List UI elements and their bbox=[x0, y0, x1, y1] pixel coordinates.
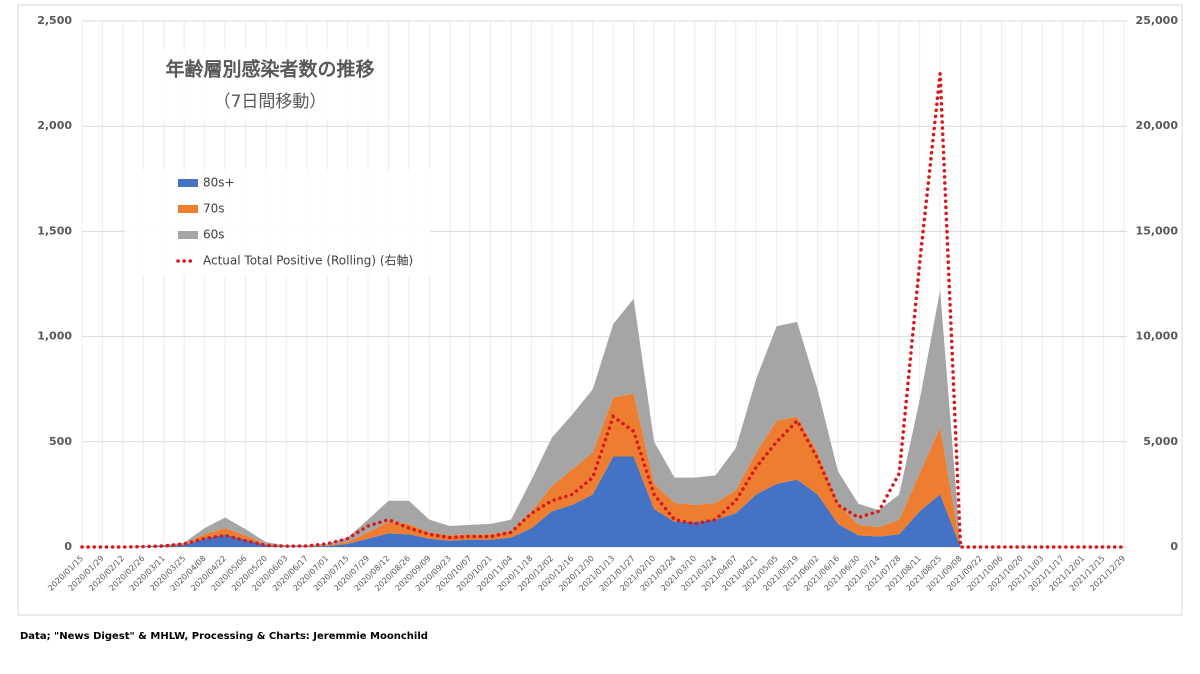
y-tick-label: 1,000 bbox=[37, 330, 72, 343]
legend-label: Actual Total Positive (Rolling) (右軸) bbox=[203, 253, 413, 268]
legend-swatch bbox=[178, 231, 198, 239]
area bbox=[82, 290, 1124, 547]
legend-box bbox=[125, 170, 430, 275]
legend-label: 60s bbox=[203, 228, 225, 242]
y-tick-label: 2,000 bbox=[37, 119, 72, 132]
y-tick-label: 2,500 bbox=[37, 14, 72, 27]
line bbox=[80, 73, 1126, 549]
y2-tick-label: 25,000 bbox=[1136, 14, 1179, 27]
chart-title: 年齢層別感染者数の推移 bbox=[165, 58, 374, 81]
y2-tick-label: 10,000 bbox=[1136, 330, 1179, 343]
y-tick-label: 1,500 bbox=[37, 224, 72, 237]
chart-subtitle: （7日間移動） bbox=[214, 92, 327, 112]
legend-label: 80s+ bbox=[203, 176, 235, 190]
y2-tick-label: 0 bbox=[1170, 540, 1178, 553]
area bbox=[82, 393, 1124, 547]
y-tick-label: 500 bbox=[49, 435, 72, 448]
legend-swatch bbox=[178, 179, 198, 187]
area bbox=[82, 456, 1124, 547]
y2-tick-label: 20,000 bbox=[1136, 119, 1179, 132]
source-note: Data; "News Digest" & MHLW, Processing &… bbox=[20, 631, 428, 642]
title-box bbox=[155, 50, 385, 120]
y2-tick-label: 5,000 bbox=[1143, 435, 1178, 448]
y-tick-label: 0 bbox=[64, 540, 72, 553]
legend-swatch bbox=[178, 205, 198, 213]
legend-label: 70s bbox=[203, 202, 225, 216]
y2-tick-label: 15,000 bbox=[1136, 224, 1179, 237]
